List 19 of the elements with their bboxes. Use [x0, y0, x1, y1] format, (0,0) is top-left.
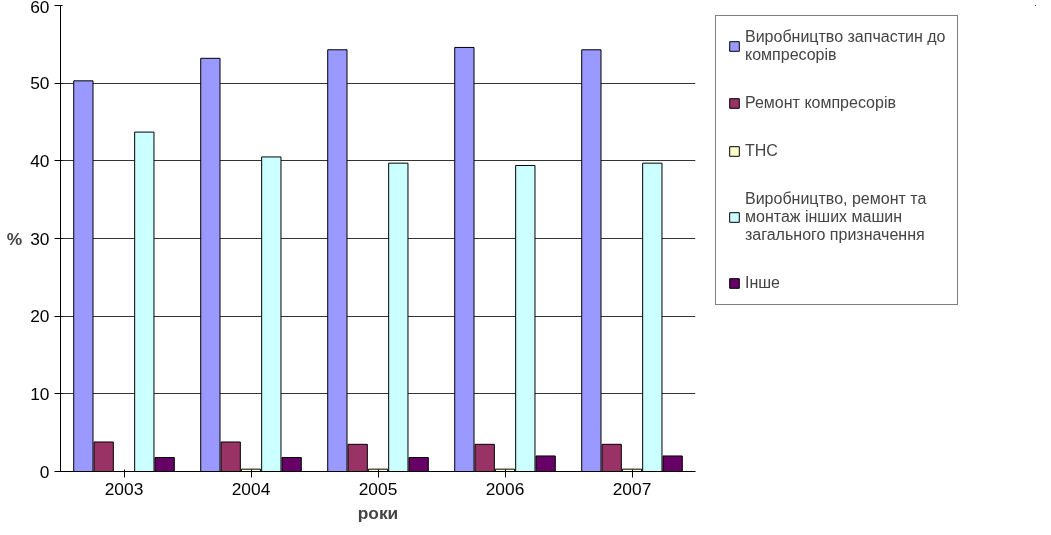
x-tick-label: 2006	[485, 478, 525, 499]
legend-label: Виробництво запчастин до компресорів	[745, 28, 946, 64]
y-axis-title: %	[6, 228, 23, 249]
y-tick-label: 50	[30, 73, 50, 94]
y-tick-label: 0	[39, 461, 50, 482]
y-tick-label: 40	[30, 150, 50, 171]
x-tick-label: 2004	[231, 478, 271, 499]
legend-label: ТНС	[745, 142, 778, 160]
y-tick-label: 20	[30, 306, 50, 327]
y-tick-label: 10	[30, 383, 50, 404]
x-tick-label: 2007	[612, 478, 652, 499]
x-tick-label: 2003	[104, 478, 144, 499]
x-tick-label: 2005	[358, 478, 398, 499]
legend-label: Ремонт компресорів	[745, 94, 896, 112]
y-tick-label: 30	[30, 228, 50, 249]
legend-label: Виробництво, ремонт та монтаж інших машин загального призначення	[745, 190, 927, 244]
x-axis-title: роки	[357, 502, 399, 523]
y-tick-label: 60	[30, 0, 50, 17]
legend-label: Інше	[745, 274, 781, 292]
